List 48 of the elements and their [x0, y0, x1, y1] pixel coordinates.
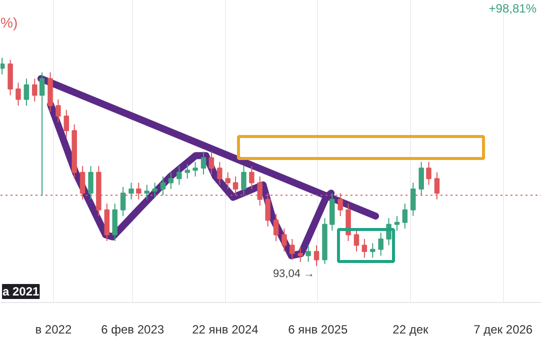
candlestick [0, 57, 5, 75]
candlestick [39, 72, 45, 196]
candlestick [410, 182, 416, 217]
candlestick [225, 172, 230, 190]
candlestick [314, 244, 320, 267]
candlestick [282, 228, 287, 252]
candlestick [184, 163, 190, 180]
candlestick [192, 161, 198, 177]
x-tick-label: 7 дек 2026 [474, 322, 533, 336]
x-tick-label: 22 дек [392, 322, 430, 336]
candlestick [88, 166, 94, 200]
candlestick [120, 186, 126, 217]
text: +98,81% [488, 2, 537, 16]
candlestick [32, 78, 38, 102]
candlestick [394, 216, 400, 232]
candlestick [24, 78, 30, 106]
candlestick [249, 166, 254, 190]
text: а 2021 [2, 284, 40, 298]
candlestick [273, 213, 279, 242]
x-tick-label: в 2022 [35, 322, 72, 336]
candlestick [290, 238, 295, 260]
candlestick [370, 242, 376, 258]
candlestick [200, 151, 206, 175]
candlestick [56, 98, 61, 123]
text: %) [0, 14, 18, 30]
candlestick [426, 161, 432, 186]
candlestick [64, 109, 70, 138]
candlestick [208, 151, 214, 175]
candlestick [168, 172, 174, 190]
candlestick [362, 238, 368, 258]
candlestick [144, 184, 150, 200]
candlestick [241, 166, 246, 196]
candlestick [217, 161, 222, 186]
candlestick [378, 232, 384, 256]
candlestick [160, 176, 166, 196]
candlestick [402, 203, 408, 230]
candlestick [128, 182, 134, 200]
x-tick-label: 6 фев 2023 [101, 322, 164, 336]
candlestick [298, 246, 303, 262]
candlestick [176, 166, 182, 186]
candlestick [354, 228, 360, 252]
annotation: 93,04 → [272, 268, 315, 280]
x-tick-label: 22 янв 2024 [192, 322, 259, 336]
candlestick [418, 161, 424, 196]
candlestick [16, 82, 21, 106]
x-tick-label: 6 янв 2025 [288, 322, 348, 336]
candlestick [152, 182, 158, 198]
candlestick [306, 244, 311, 262]
